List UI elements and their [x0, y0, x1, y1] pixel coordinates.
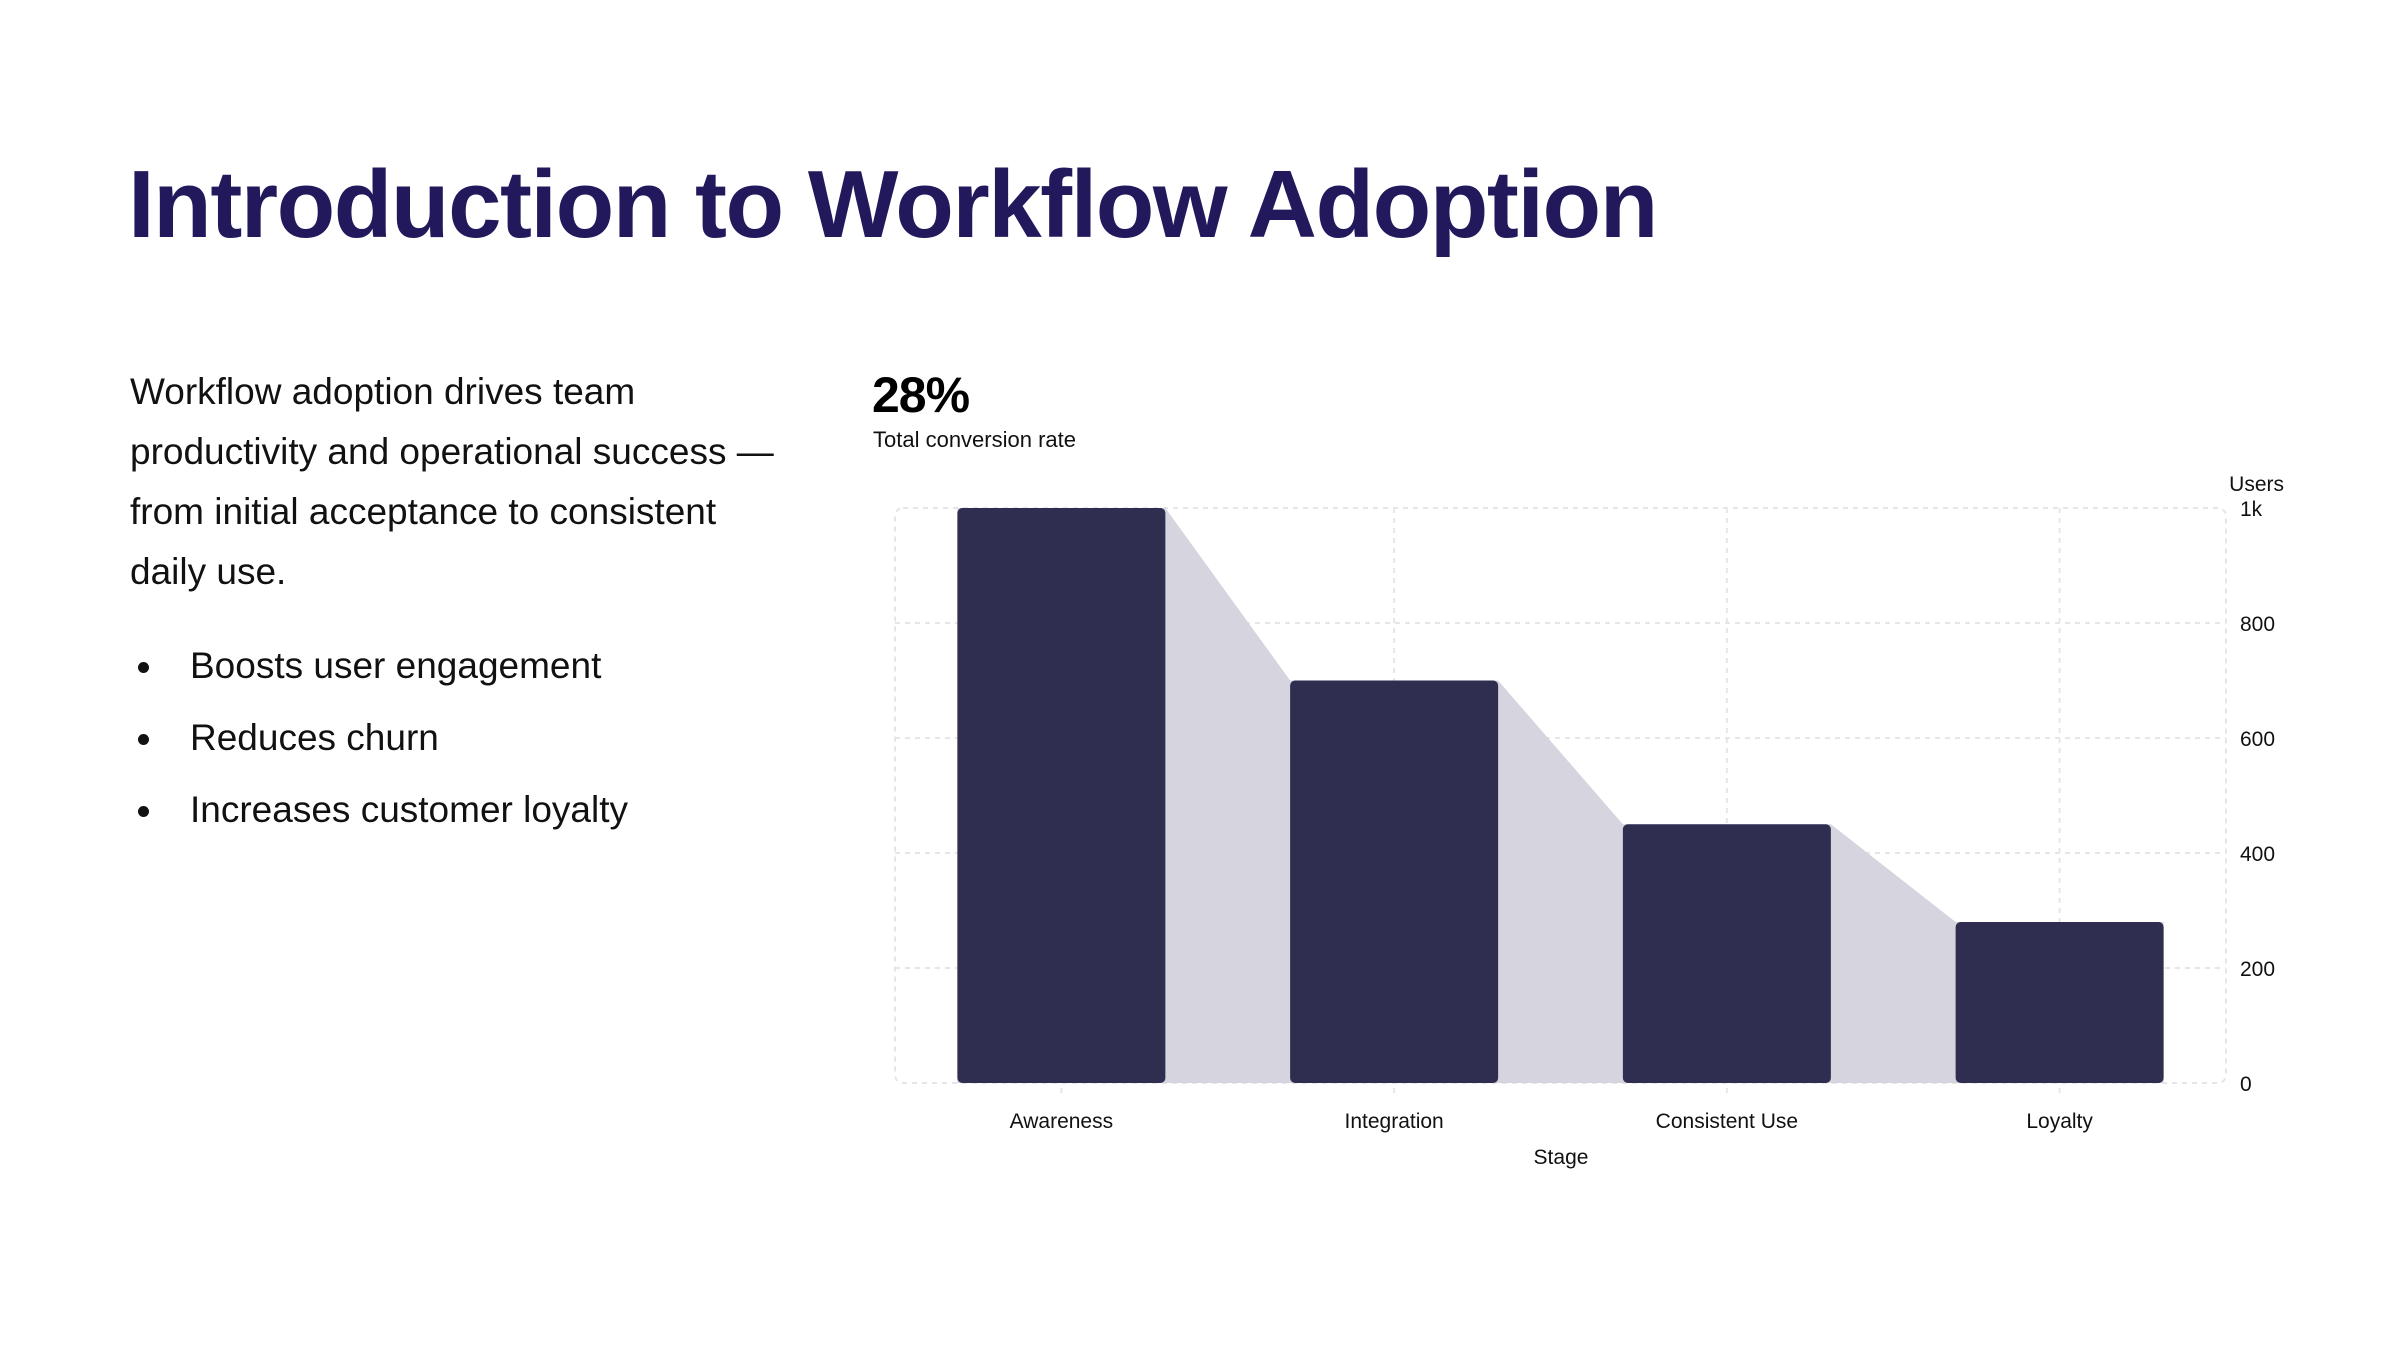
y-tick-label: 400 — [2240, 843, 2275, 866]
x-tick-label: Loyalty — [2026, 1110, 2093, 1133]
bullet-list: Boosts user engagement Reduces churn Inc… — [130, 630, 628, 846]
y-tick-label: 800 — [2240, 613, 2275, 636]
x-tick-label: Awareness — [1010, 1110, 1114, 1133]
kpi-value: 28% — [872, 367, 970, 423]
y-axis-ticks: 0 200 400 600 800 1k — [2240, 498, 2275, 1096]
bar-loyalty — [1955, 922, 2164, 1083]
y-axis-label: Users — [2229, 473, 2284, 496]
x-axis-label: Stage — [1534, 1146, 1589, 1169]
x-tick-label: Integration — [1345, 1110, 1444, 1133]
bullet-item: Boosts user engagement — [130, 630, 628, 702]
bar-consistent-use — [1622, 824, 1831, 1083]
funnel-area — [957, 508, 2164, 1083]
bullet-item: Increases customer loyalty — [130, 774, 628, 846]
x-tick-label: Consistent Use — [1656, 1110, 1798, 1133]
funnel-area-shape — [957, 508, 2164, 1083]
bullet-item: Reduces churn — [130, 702, 628, 774]
bar-awareness — [957, 508, 1166, 1083]
page-title: Introduction to Workflow Adoption — [128, 151, 1658, 258]
y-tick-label: 600 — [2240, 728, 2275, 751]
x-axis-ticks: Awareness Integration Consistent Use Loyalt… — [1010, 1110, 2094, 1133]
kpi-label: Total conversion rate — [873, 427, 1076, 452]
intro-paragraph: Workflow adoption drives team productivi… — [130, 371, 774, 592]
bar-integration — [1290, 680, 1499, 1083]
bars — [957, 508, 2164, 1083]
y-tick-label: 1k — [2240, 498, 2263, 521]
y-tick-label: 200 — [2240, 958, 2275, 981]
y-tick-label: 0 — [2240, 1073, 2252, 1096]
